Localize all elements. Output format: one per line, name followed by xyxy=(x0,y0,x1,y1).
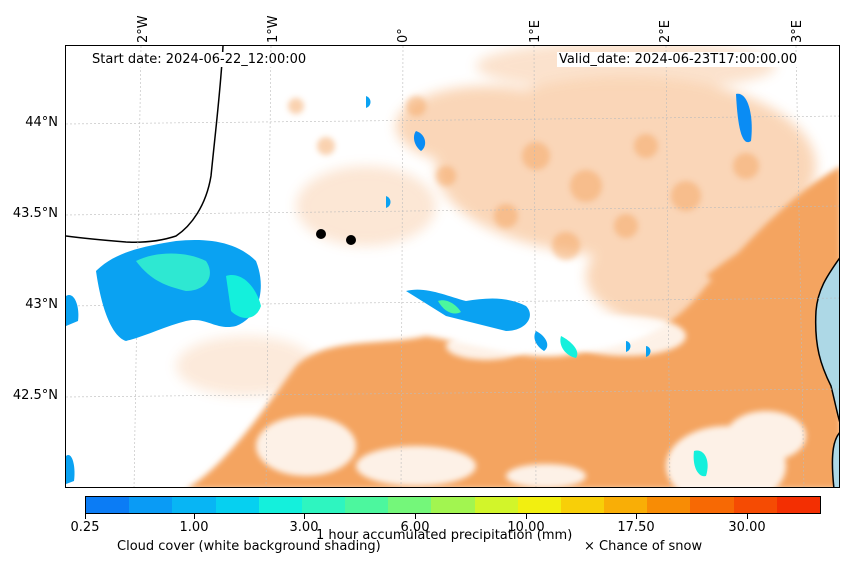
colorbar-tick xyxy=(526,514,527,519)
map-panel xyxy=(65,45,840,488)
colorbar-segment-12 xyxy=(604,497,648,513)
colorbar-segment-8 xyxy=(431,497,475,513)
snow-legend: × Chance of snow xyxy=(584,539,703,554)
cloud-cover-legend: Cloud cover (white background shading) xyxy=(117,539,381,554)
colorbar-segment-15 xyxy=(733,497,777,513)
colorbar-tick xyxy=(85,514,86,519)
precipitation-colorbar xyxy=(85,496,821,514)
start-date: Start date: 2024-06-22_12:00:00 xyxy=(90,52,309,67)
lat-label-44n: 44°N xyxy=(25,115,58,130)
lat-label-43n: 43°N xyxy=(25,297,58,312)
lon-label-1w: 1°W xyxy=(266,15,281,43)
colorbar-segment-5 xyxy=(301,497,346,513)
colorbar-tick xyxy=(636,514,637,519)
lon-label-2w: 2°W xyxy=(136,15,151,43)
valid-date: Valid_date: 2024-06-23T17:00:00.00 xyxy=(557,52,800,67)
colorbar-tick-label: 17.50 xyxy=(617,520,655,535)
colorbar-segment-9 xyxy=(474,497,518,513)
colorbar-tick-label: 6.00 xyxy=(400,520,430,535)
location-marker-2 xyxy=(346,235,356,245)
location-marker-1 xyxy=(316,229,326,239)
colorbar-segment-13 xyxy=(647,497,691,513)
cloud-gaps xyxy=(256,316,806,487)
colorbar-segment-0 xyxy=(86,497,130,513)
colorbar-segment-11 xyxy=(560,497,605,513)
colorbar-segment-3 xyxy=(215,497,259,513)
colorbar-segment-6 xyxy=(345,497,389,513)
colorbar-tick xyxy=(747,514,748,519)
lon-label-1e: 1°E xyxy=(528,20,543,43)
colorbar-segment-14 xyxy=(690,497,734,513)
lat-label-42-5n: 42.5°N xyxy=(12,388,58,403)
colorbar-segment-2 xyxy=(172,497,216,513)
coastline-west xyxy=(66,46,224,243)
graticule xyxy=(66,46,839,487)
colorbar-segment-1 xyxy=(129,497,173,513)
lon-label-3e: 3°E xyxy=(790,20,805,43)
colorbar-title: 1 hour accumulated precipitation (mm) xyxy=(316,528,573,543)
cloud-cover-dense xyxy=(189,167,839,487)
colorbar-segment-7 xyxy=(388,497,432,513)
colorbar-segment-4 xyxy=(258,497,302,513)
cloud-cover-mottle xyxy=(288,96,759,260)
lon-label-2e: 2°E xyxy=(658,20,673,43)
lat-label-43-5n: 43.5°N xyxy=(12,206,58,221)
colorbar-tick xyxy=(304,514,305,519)
map-canvas xyxy=(66,46,839,487)
colorbar-tick xyxy=(415,514,416,519)
lon-label-0: 0° xyxy=(396,28,411,43)
colorbar-tick-label: 1.00 xyxy=(179,520,209,535)
colorbar-tick xyxy=(194,514,195,519)
sea-east-south xyxy=(831,432,839,487)
colorbar-segment-16 xyxy=(776,497,820,513)
location-markers xyxy=(316,229,356,245)
colorbar-tick-label: 10.00 xyxy=(507,520,545,535)
precipitation-cells xyxy=(66,93,752,484)
colorbar-tick-label: 0.25 xyxy=(70,520,100,535)
sea-east xyxy=(814,257,839,423)
colorbar-segment-10 xyxy=(517,497,561,513)
colorbar-tick-label: 3.00 xyxy=(289,520,319,535)
colorbar-tick-label: 30.00 xyxy=(728,520,766,535)
